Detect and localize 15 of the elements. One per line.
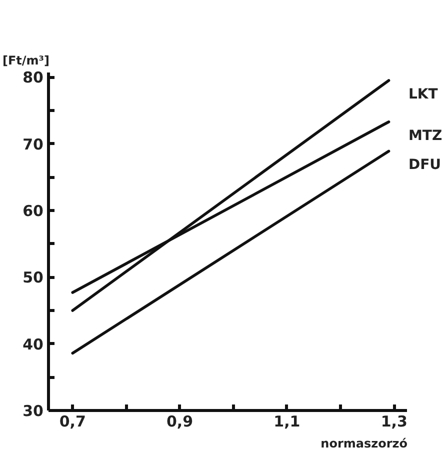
x-axis-title: normaszorzó (320, 436, 408, 450)
y-tick-label: 60 (22, 202, 44, 220)
y-tick-label: 70 (22, 135, 44, 154)
y-tick-label: 40 (22, 335, 44, 354)
series-label: LKT (408, 86, 438, 102)
x-tick-label: 1,1 (274, 412, 300, 430)
y-tick-label: 50 (22, 268, 44, 287)
x-tick-label: 1,3 (380, 412, 408, 430)
series-label: MTZ (408, 128, 442, 144)
x-tick-label: 0,9 (166, 412, 194, 430)
y-tick-label: 80 (22, 68, 44, 87)
series-label: DFU (408, 157, 442, 174)
x-tick-label: 0,7 (59, 412, 86, 430)
y-tick-label: 30 (22, 402, 44, 420)
y-axis-title: [Ft/m³] (2, 54, 50, 68)
